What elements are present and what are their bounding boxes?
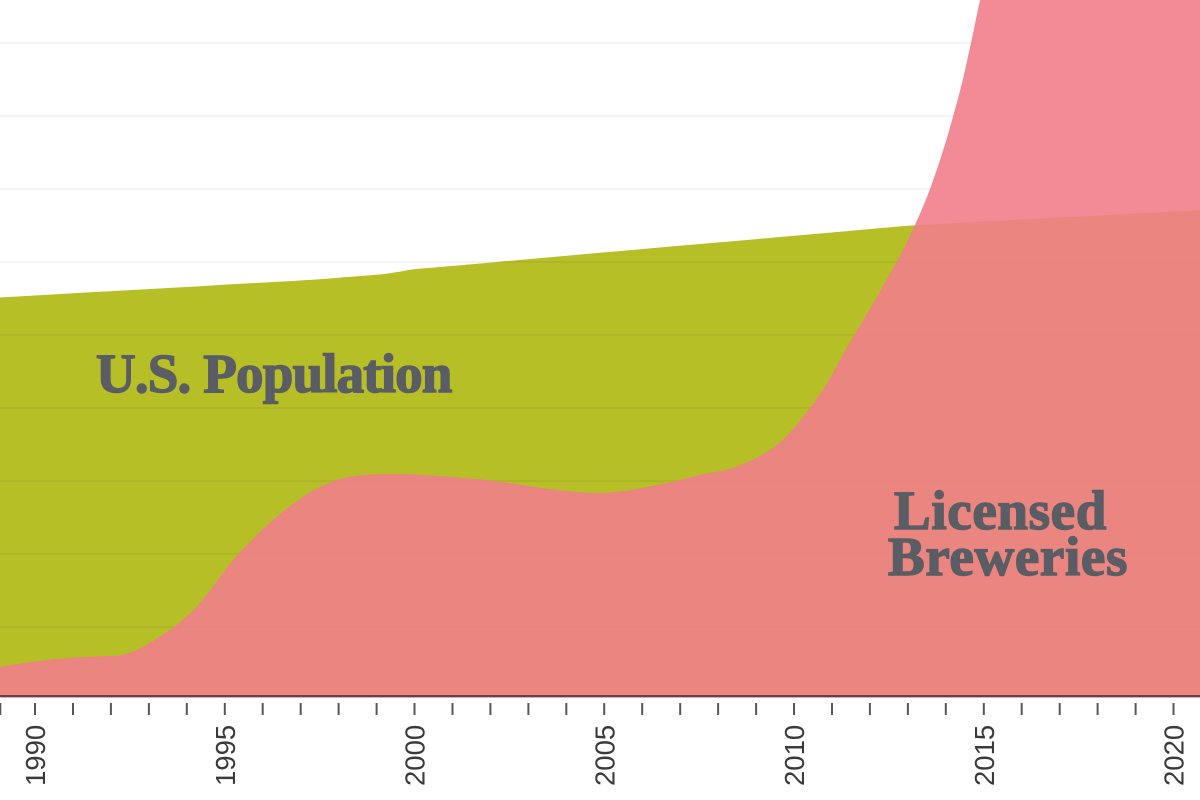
svg-text:1990: 1990 [20,725,51,786]
svg-text:2015: 2015 [969,725,1000,786]
svg-text:2010: 2010 [779,725,810,786]
svg-text:2020: 2020 [1159,725,1190,786]
svg-text:2005: 2005 [589,725,620,786]
svg-text:1995: 1995 [210,725,241,786]
svg-text:Breweries: Breweries [888,526,1128,587]
svg-text:Licensed: Licensed [894,480,1107,541]
svg-text:U.S. Population: U.S. Population [96,343,452,404]
svg-text:2000: 2000 [400,725,431,786]
